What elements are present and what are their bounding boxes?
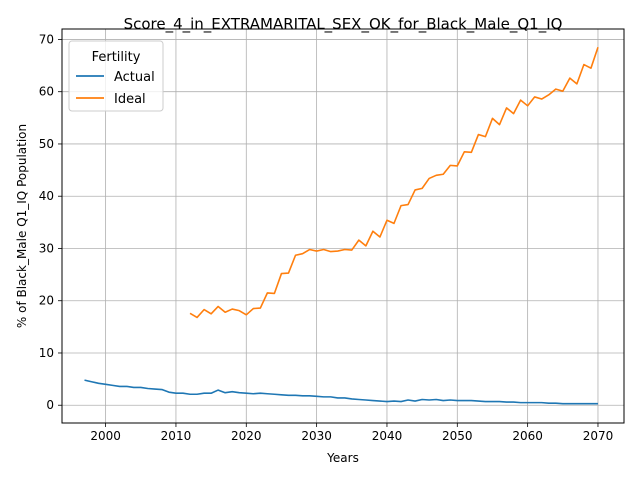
y-axis-label: % of Black_Male Q1_IQ Population <box>15 124 29 328</box>
x-tick-label: 2020 <box>231 429 262 443</box>
legend-title: Fertility <box>92 50 141 65</box>
y-tick-label: 50 <box>39 137 54 151</box>
y-tick-label: 10 <box>39 346 54 360</box>
x-tick-label: 2070 <box>583 429 614 443</box>
grid <box>62 29 624 423</box>
x-tick-label: 2040 <box>372 429 403 443</box>
x-tick-label: 2060 <box>512 429 543 443</box>
legend-box <box>68 40 164 112</box>
series-layer <box>84 47 599 405</box>
y-axis: 0 10 20 30 40 50 60 70 <box>39 32 62 412</box>
x-tick-label: 2000 <box>90 429 121 443</box>
plot-frame <box>61 28 625 424</box>
x-axis-label: Years <box>326 451 359 465</box>
x-tick-label: 2050 <box>442 429 473 443</box>
series-line-actual <box>84 379 598 405</box>
legend-label-ideal: Ideal <box>114 92 146 107</box>
legend: Fertility Actual Ideal <box>68 40 164 112</box>
x-tick-label: 2030 <box>301 429 332 443</box>
legend-label-actual: Actual <box>114 70 155 85</box>
y-tick-label: 20 <box>39 294 54 308</box>
y-tick-label: 40 <box>39 189 54 203</box>
y-tick-label: 60 <box>39 85 54 99</box>
y-tick-label: 30 <box>39 241 54 255</box>
x-tick-label: 2010 <box>161 429 192 443</box>
chart-title: Score_4_in_EXTRAMARITAL_SEX_OK_for_Black… <box>124 15 563 34</box>
y-tick-label: 0 <box>46 398 54 412</box>
series-line-ideal <box>189 47 599 319</box>
y-tick-label: 70 <box>39 32 54 46</box>
x-axis: 2000 2010 2020 2030 2040 2050 2060 2070 <box>90 423 613 443</box>
